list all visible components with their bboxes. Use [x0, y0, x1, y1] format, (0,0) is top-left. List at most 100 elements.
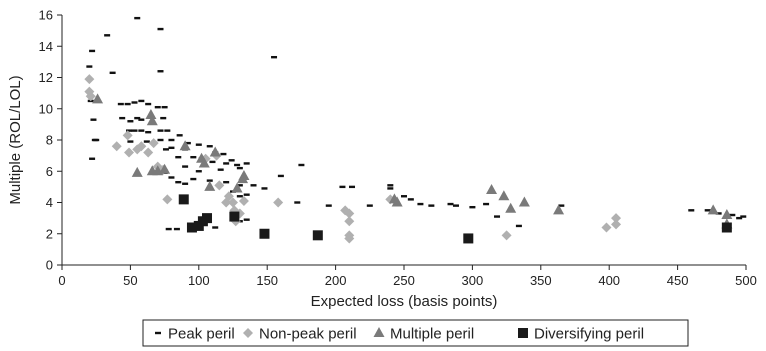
- peak-peril-point: [138, 99, 145, 103]
- peak-peril-point: [176, 134, 183, 137]
- peak-peril-point: [168, 176, 175, 179]
- peak-peril-point: [143, 140, 150, 143]
- multiple-peril-point: [209, 146, 221, 157]
- x-tick-label: 200: [325, 273, 347, 288]
- non-peak-peril-point: [136, 141, 147, 152]
- peak-peril-point: [86, 65, 93, 68]
- peak-peril-point: [206, 145, 213, 148]
- peak-peril-point: [160, 116, 167, 120]
- multiple-peril-point: [553, 204, 565, 215]
- peak-peril-point: [209, 160, 216, 164]
- diversifying-peril-point: [259, 228, 270, 239]
- peak-peril-point: [220, 152, 227, 156]
- non-peak-peril-point: [601, 222, 612, 233]
- peak-peril-point: [175, 155, 182, 159]
- peak-peril-point: [366, 204, 373, 207]
- x-tick-label: 0: [58, 273, 65, 288]
- peak-peril-point: [325, 204, 332, 207]
- peak-peril-point: [736, 216, 743, 220]
- diversifying-peril-point: [202, 213, 213, 224]
- peak-peril-point: [184, 141, 191, 145]
- non-peak-peril-point: [214, 180, 225, 191]
- non-peak-peril-point: [162, 194, 173, 205]
- non-peak-peril-point: [611, 219, 622, 230]
- peak-peril-point: [236, 184, 243, 187]
- peak-peril-point: [469, 205, 476, 209]
- non-peak-peril-point: [344, 208, 355, 219]
- peak-peril-point: [387, 184, 394, 187]
- x-tick-label: 500: [735, 273, 757, 288]
- peak-peril-point: [428, 204, 435, 207]
- peak-peril-point: [715, 212, 722, 215]
- peak-peril-point: [126, 129, 133, 132]
- peak-peril-point: [145, 102, 152, 106]
- multiple-peril-point: [198, 157, 210, 168]
- peak-peril-point: [417, 202, 424, 206]
- diversifying-peril-point: [178, 194, 189, 205]
- peak-peril-point: [206, 179, 213, 182]
- peak-peril-point: [164, 129, 171, 132]
- peak-peril-point: [131, 101, 138, 104]
- non-peak-peril-point: [85, 91, 96, 102]
- peak-peril-point: [127, 140, 134, 143]
- non-peak-peril-point: [223, 191, 234, 202]
- peak-peril-point: [195, 143, 202, 146]
- peak-peril-point: [168, 146, 175, 150]
- peak-peril-point: [261, 187, 268, 190]
- diversifying-peril-point: [463, 233, 474, 244]
- y-tick-label: 0: [46, 258, 53, 273]
- y-tick-label: 12: [39, 70, 53, 85]
- peak-peril-point: [217, 168, 224, 171]
- peak-peril-point: [127, 120, 134, 123]
- peak-peril-point: [190, 177, 197, 181]
- non-peak-peril-point: [273, 197, 284, 208]
- peak-peril-point: [688, 209, 695, 212]
- peak-peril-point: [223, 162, 230, 165]
- peak-peril-point: [349, 185, 356, 189]
- x-tick-label: 300: [462, 273, 484, 288]
- multiple-peril-point: [238, 169, 250, 180]
- y-tick-label: 14: [39, 39, 53, 54]
- multiple-peril-point: [92, 93, 104, 104]
- non-peak-peril-point: [143, 147, 154, 158]
- peak-peril-point: [119, 116, 126, 120]
- multiple-peril-point: [179, 140, 191, 151]
- peak-peril-point: [407, 198, 414, 201]
- peak-peril-point: [740, 215, 747, 218]
- peak-peril-point: [138, 129, 145, 132]
- y-tick-label: 16: [39, 8, 53, 23]
- x-tick-label: 150: [256, 273, 278, 288]
- x-tick-label: 100: [188, 273, 210, 288]
- peak-peril-point: [294, 201, 301, 204]
- peak-peril-point: [558, 204, 565, 207]
- legend-label: Multiple peril: [390, 326, 474, 343]
- peak-peril-point: [729, 213, 736, 217]
- peak-peril-point: [195, 170, 202, 173]
- peak-peril-point: [145, 130, 152, 134]
- x-tick-label: 400: [598, 273, 620, 288]
- non-peak-peril-point: [111, 141, 122, 152]
- peak-peril-point: [243, 218, 250, 221]
- non-peak-peril-point: [122, 130, 133, 141]
- peak-peril-point: [401, 195, 407, 198]
- axes: 0 50 100 150 200 250 300 350 400 450 500 0 2 4 6 8 10 12 1…: [39, 8, 757, 289]
- plot-area: [84, 16, 747, 244]
- peak-peril-point: [234, 163, 241, 167]
- legend-marker: [373, 327, 385, 337]
- y-tick-label: 4: [46, 195, 53, 210]
- non-peak-peril-point: [228, 197, 238, 208]
- diversifying-peril-point: [186, 222, 197, 233]
- multiple-peril-point: [131, 166, 143, 177]
- peak-peril-point: [190, 155, 197, 159]
- peak-peril-point: [104, 34, 111, 37]
- peak-peril-point: [494, 215, 501, 218]
- peak-peril-point: [109, 71, 116, 75]
- y-axis-title: Multiple (ROL/LOL): [7, 75, 24, 204]
- peak-peril-point: [89, 157, 96, 160]
- peak-peril-point: [452, 204, 459, 207]
- peak-peril-point: [165, 227, 172, 231]
- multiple-peril-point: [145, 109, 157, 119]
- peak-peril-point: [161, 105, 168, 109]
- peak-peril-point: [90, 118, 97, 121]
